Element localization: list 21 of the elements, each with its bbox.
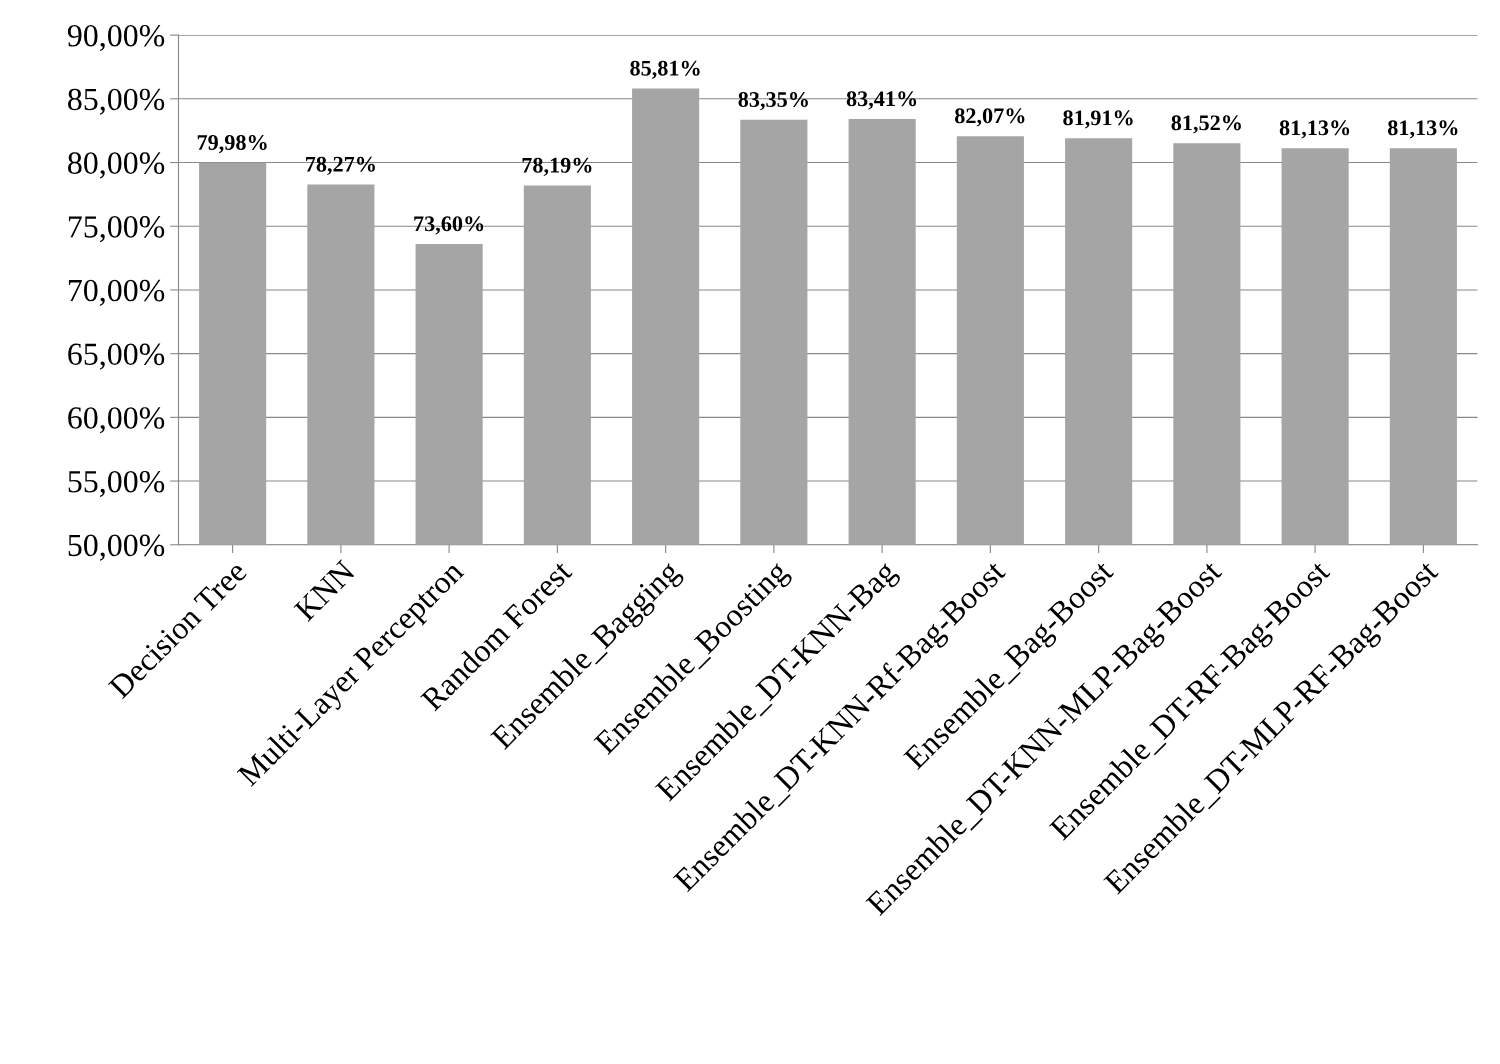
y-tick-label: 70,00% xyxy=(68,279,165,306)
data-label: 78,27% xyxy=(306,156,375,175)
data-label: 73,60% xyxy=(414,216,484,235)
data-label: 85,81% xyxy=(630,60,700,79)
y-tick-label: 90,00% xyxy=(67,24,165,52)
data-label: 81,91% xyxy=(1063,110,1133,129)
y-tick-label: 65,00% xyxy=(68,343,165,370)
y-tick-label: 85,00% xyxy=(68,88,165,115)
data-label: 83,35% xyxy=(738,92,808,111)
y-tick-label: 60,00% xyxy=(68,407,165,434)
data-label: 81,13% xyxy=(1279,120,1350,139)
y-tick-label: 55,00% xyxy=(68,470,165,498)
data-label: 82,07% xyxy=(955,108,1025,127)
data-label: 79,98% xyxy=(197,134,267,154)
y-tick-label: 75,00% xyxy=(68,216,165,243)
data-label: 78,19% xyxy=(522,157,592,176)
data-label: 81,52% xyxy=(1171,115,1241,134)
y-tick-label: 80,00% xyxy=(68,152,165,179)
data-label: 83,41% xyxy=(846,91,917,110)
data-label: 81,13% xyxy=(1388,120,1458,139)
y-tick-label: 50,00% xyxy=(68,534,165,561)
